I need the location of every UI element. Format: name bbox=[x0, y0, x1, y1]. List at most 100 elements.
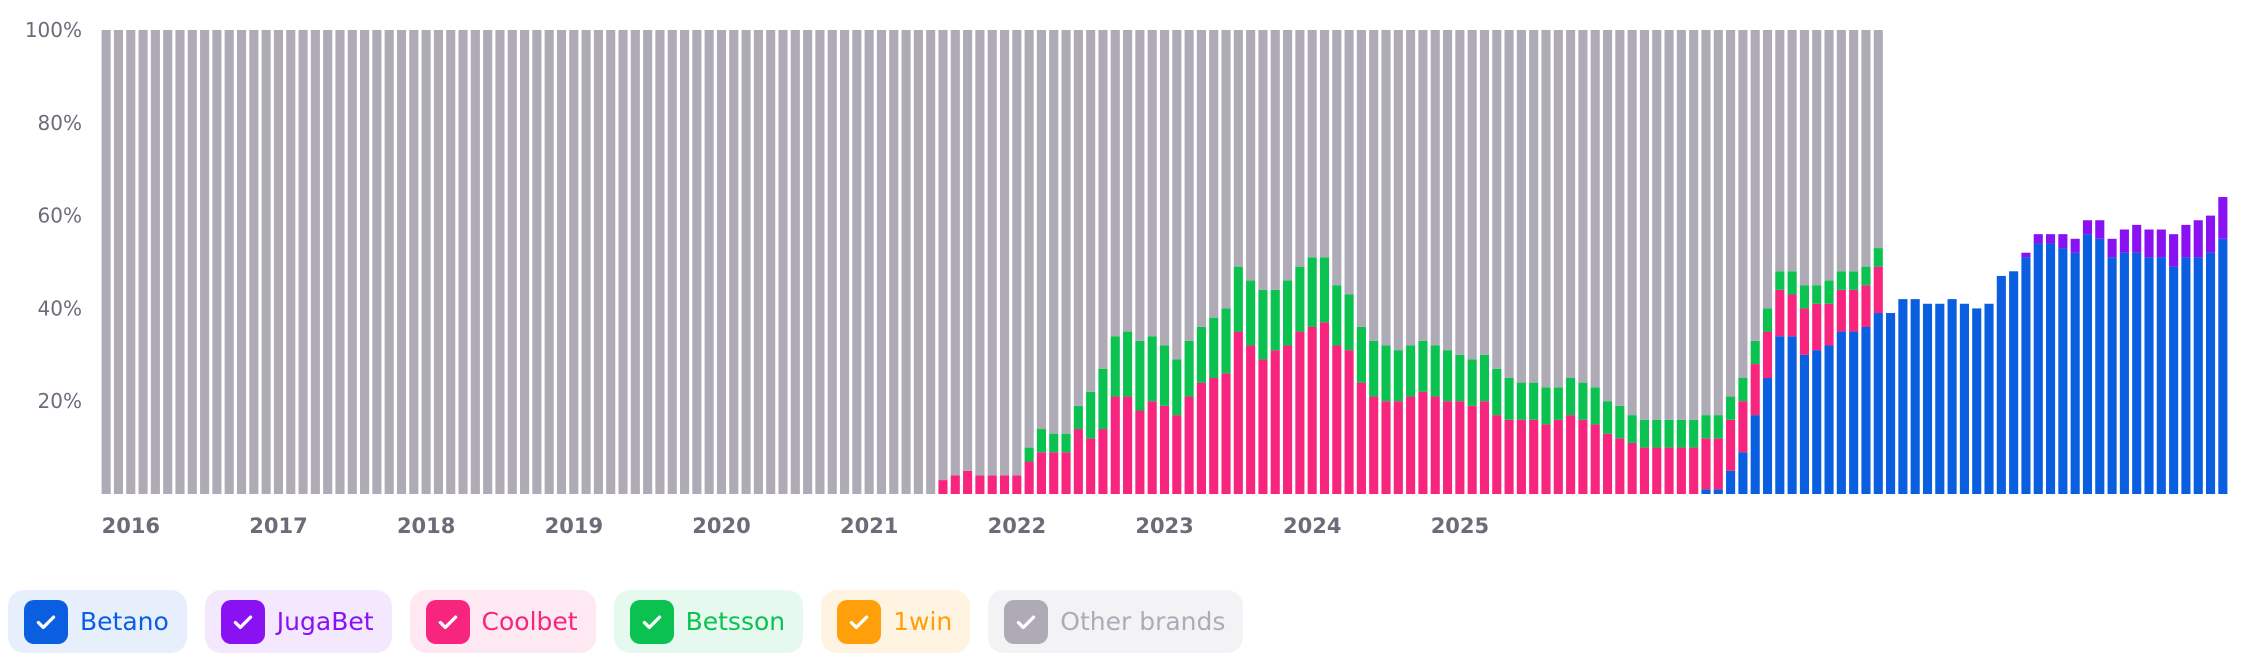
bar-segment-betano bbox=[1824, 345, 1834, 494]
bar-segment-coolbet bbox=[1430, 396, 1440, 494]
bar-segment-coolbet bbox=[1270, 350, 1280, 494]
bar-segment-betsson bbox=[1049, 433, 1059, 453]
bar-segment-other-brands bbox=[1639, 30, 1649, 420]
bar-segment-coolbet bbox=[1824, 303, 1834, 346]
bar-segment-other-brands bbox=[236, 30, 247, 494]
bar-segment-betano bbox=[1849, 331, 1859, 494]
bar-segment-betsson bbox=[1639, 419, 1649, 448]
bar-segment-betsson bbox=[1455, 354, 1465, 402]
bar-segment-betsson bbox=[1356, 326, 1366, 383]
bar-segment-other-brands bbox=[212, 30, 222, 494]
bar-segment-coolbet bbox=[1578, 419, 1588, 494]
bar-segment-other-brands bbox=[1602, 30, 1613, 402]
bar-segment-betano bbox=[1812, 350, 1822, 494]
bar-segment-betano bbox=[1873, 313, 1883, 494]
checkbox-check-icon[interactable] bbox=[1004, 599, 1049, 644]
bar-segment-jugabet bbox=[2144, 229, 2154, 258]
bar-segment-betano bbox=[2021, 257, 2031, 494]
bar-segment-other-brands bbox=[852, 30, 862, 494]
bar-segment-other-brands bbox=[778, 30, 788, 494]
bar-segment-other-brands bbox=[606, 30, 616, 494]
bar-segment-coolbet bbox=[1344, 350, 1354, 494]
checkbox-check-icon[interactable] bbox=[837, 599, 882, 644]
bar-segment-coolbet bbox=[1172, 415, 1182, 494]
bar-segment-other-brands bbox=[618, 30, 628, 494]
bar-segment-betano bbox=[1910, 299, 1920, 494]
bar-segment-betsson bbox=[1381, 345, 1391, 402]
legend-item-1win[interactable]: 1win bbox=[821, 590, 971, 653]
bar-segment-other-brands bbox=[113, 30, 124, 494]
bar-segment-betsson bbox=[1689, 419, 1699, 448]
bar-segment-betsson bbox=[1750, 340, 1760, 365]
bar-segment-betsson bbox=[1307, 257, 1317, 327]
bar-segment-betano bbox=[1713, 489, 1723, 494]
bar-segment-betsson bbox=[1529, 382, 1539, 420]
bar-segment-betsson bbox=[1602, 401, 1613, 434]
bar-segment-other-brands bbox=[1812, 30, 1822, 286]
y-tick-label: 40% bbox=[38, 296, 82, 320]
legend-item-coolbet[interactable]: Coolbet bbox=[409, 590, 596, 653]
bar-segment-other-brands bbox=[1516, 30, 1526, 383]
bar-segment-jugabet bbox=[2095, 220, 2105, 239]
x-tick-label: 2020 bbox=[692, 514, 750, 538]
bar-segment-other-brands bbox=[827, 30, 837, 494]
checkbox-check-icon[interactable] bbox=[629, 599, 674, 644]
bar-segment-other-brands bbox=[630, 30, 640, 494]
bar-segment-other-brands bbox=[310, 30, 320, 494]
bar-segment-betsson bbox=[1406, 345, 1416, 397]
bar-segment-other-brands bbox=[593, 30, 603, 494]
bar-segment-coolbet bbox=[1135, 410, 1145, 494]
bar-segment-betsson bbox=[1541, 387, 1551, 425]
bar-segment-coolbet bbox=[1073, 429, 1083, 494]
bar-segment-coolbet bbox=[1590, 424, 1600, 494]
bar-segment-jugabet bbox=[2205, 215, 2216, 253]
bar-segment-coolbet bbox=[1750, 364, 1760, 416]
bar-segment-betano bbox=[1701, 489, 1711, 494]
bar-segment-other-brands bbox=[729, 30, 739, 494]
checkbox-check-icon[interactable] bbox=[425, 599, 470, 644]
bar-segment-other-brands bbox=[655, 30, 665, 494]
bar-segment-other-brands bbox=[1492, 30, 1502, 369]
bar-segment-other-brands bbox=[1246, 30, 1256, 281]
bar-segment-betsson bbox=[1319, 257, 1330, 323]
bar-segment-coolbet bbox=[1061, 452, 1071, 494]
bar-segment-coolbet bbox=[1799, 308, 1809, 355]
bar-segment-other-brands bbox=[1319, 30, 1330, 258]
bar-segment-other-brands bbox=[384, 30, 394, 494]
legend: Betano JugaBet Coolbet Betsson 1win Othe… bbox=[8, 590, 1244, 653]
bar-segment-other-brands bbox=[1073, 30, 1083, 406]
bar-segment-betsson bbox=[1295, 266, 1305, 332]
bar-segment-betsson bbox=[1799, 285, 1809, 309]
bar-segment-other-brands bbox=[1504, 30, 1514, 378]
checkbox-check-icon[interactable] bbox=[220, 599, 265, 644]
bar-segment-betano bbox=[1836, 331, 1846, 494]
legend-item-betano[interactable]: Betano bbox=[8, 590, 187, 653]
bar-segment-other-brands bbox=[458, 30, 468, 494]
bar-segment-betsson bbox=[1036, 429, 1046, 453]
bar-segment-jugabet bbox=[2193, 220, 2203, 258]
legend-item-jugabet[interactable]: JugaBet bbox=[204, 590, 392, 653]
bar-segment-betano bbox=[2156, 257, 2166, 494]
y-tick-label: 80% bbox=[38, 111, 82, 135]
bar-segment-other-brands bbox=[753, 30, 763, 494]
legend-item-betsson[interactable]: Betsson bbox=[613, 590, 804, 653]
bar-segment-betsson bbox=[1516, 382, 1526, 420]
checkbox-check-icon[interactable] bbox=[24, 599, 68, 644]
bar-segment-coolbet bbox=[1049, 452, 1059, 494]
bar-segment-coolbet bbox=[1664, 447, 1674, 494]
bar-segment-other-brands bbox=[1172, 30, 1182, 360]
bar-segment-coolbet bbox=[1110, 396, 1120, 494]
bar-segment-betsson bbox=[1664, 419, 1674, 448]
bar-segment-jugabet bbox=[2169, 234, 2179, 267]
bar-segment-other-brands bbox=[1652, 30, 1662, 420]
bar-segment-other-brands bbox=[1283, 30, 1293, 281]
bar-segment-other-brands bbox=[150, 30, 160, 494]
bar-segment-coolbet bbox=[1689, 447, 1699, 494]
bar-segment-other-brands bbox=[1849, 30, 1859, 272]
bar-segment-coolbet bbox=[1861, 285, 1871, 327]
bar-segment-other-brands bbox=[1824, 30, 1834, 281]
bar-segment-coolbet bbox=[1159, 405, 1170, 494]
legend-item-other-brands[interactable]: Other brands bbox=[988, 590, 1244, 653]
bar-segment-betano bbox=[2218, 238, 2228, 494]
bar-segment-coolbet bbox=[1418, 391, 1428, 494]
